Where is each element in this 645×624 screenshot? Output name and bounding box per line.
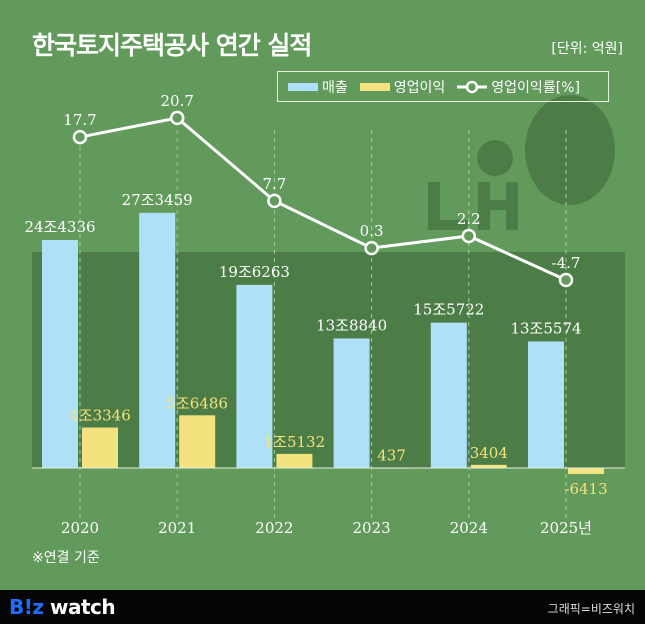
page-title: 한국토지주택공사 연간 실적: [32, 31, 312, 60]
revenue-bar: [430, 322, 467, 468]
note: ※연결 기준: [32, 550, 100, 566]
legend-margin: 영업이익률[%]: [457, 77, 580, 97]
op-swatch: [359, 82, 390, 91]
op-bar: [179, 415, 216, 468]
op-label: 3404: [470, 444, 508, 462]
revenue-label: 24조4336: [24, 218, 95, 236]
legend: 매출 영업이익 영업이익률[%]: [277, 71, 609, 102]
lh-logo-h: [478, 182, 518, 230]
legend-label: 영업이익: [393, 79, 446, 96]
x-tick-label: 2023: [353, 519, 391, 537]
op-label: 4조3346: [69, 407, 131, 425]
margin-label: 20.7: [160, 92, 193, 110]
revenue-swatch: [288, 82, 318, 91]
margin-point: [72, 129, 88, 145]
plot-panel: [32, 252, 625, 468]
legend-label: 매출: [322, 79, 348, 96]
margin-point: [461, 228, 477, 244]
x-tick-label: 2020: [61, 519, 99, 537]
bizwatch-logo: B!z watch: [9, 595, 116, 619]
x-tick-label: 2021: [158, 519, 196, 537]
revenue-label: 27조3459: [122, 191, 193, 209]
op-bar: [568, 468, 604, 474]
op-label: 5조6486: [166, 394, 228, 412]
margin-point: [169, 110, 185, 126]
op-label: 1조5132: [264, 433, 326, 451]
op-bar: [276, 453, 313, 468]
line-marker-icon: [457, 80, 488, 93]
margin-point: [558, 272, 574, 288]
margin-label: 2.2: [457, 210, 481, 228]
margin-label: -4.7: [552, 254, 581, 272]
margin-label: 0.3: [360, 222, 384, 240]
op-label: 437: [377, 447, 406, 465]
revenue-bar: [236, 284, 273, 468]
x-tick-label: 2024: [450, 519, 488, 537]
legend-op: 영업이익: [359, 77, 446, 97]
op-bar: [82, 427, 118, 468]
margin-point: [267, 193, 282, 209]
legend-label: 영업이익률[%]: [491, 79, 580, 96]
op-label: -6413: [564, 480, 607, 498]
revenue-label: 13조5574: [510, 319, 581, 337]
margin-point: [364, 240, 379, 256]
legend-revenue: 매출: [288, 77, 348, 97]
revenue-label: 15조5722: [413, 301, 484, 319]
revenue-label: 13조8840: [316, 316, 387, 334]
lh-logo-leaf: [525, 95, 615, 205]
margin-line: [79, 116, 567, 282]
x-tick-label: 2025년: [540, 519, 592, 537]
margin-label: 7.7: [262, 175, 286, 193]
revenue-bar: [139, 212, 176, 468]
op-bar: [470, 464, 507, 468]
lh-logo-l: [428, 182, 468, 230]
unit-label: [단위: 억원]: [551, 41, 623, 57]
revenue-bar: [528, 341, 564, 468]
revenue-bar: [333, 338, 370, 468]
footer: B!z watch 그래픽=비즈워치: [0, 590, 645, 624]
revenue-label: 19조6263: [219, 263, 290, 281]
credit: 그래픽=비즈워치: [547, 602, 635, 616]
x-tick-label: 2022: [255, 519, 293, 537]
lh-logo-dot: [477, 140, 513, 176]
revenue-bar: [42, 240, 78, 468]
chart: 24조4336 4조3346 2020 27조3459 5조6486 2021 19조626…: [24, 92, 625, 537]
margin-label: 17.7: [63, 111, 96, 129]
